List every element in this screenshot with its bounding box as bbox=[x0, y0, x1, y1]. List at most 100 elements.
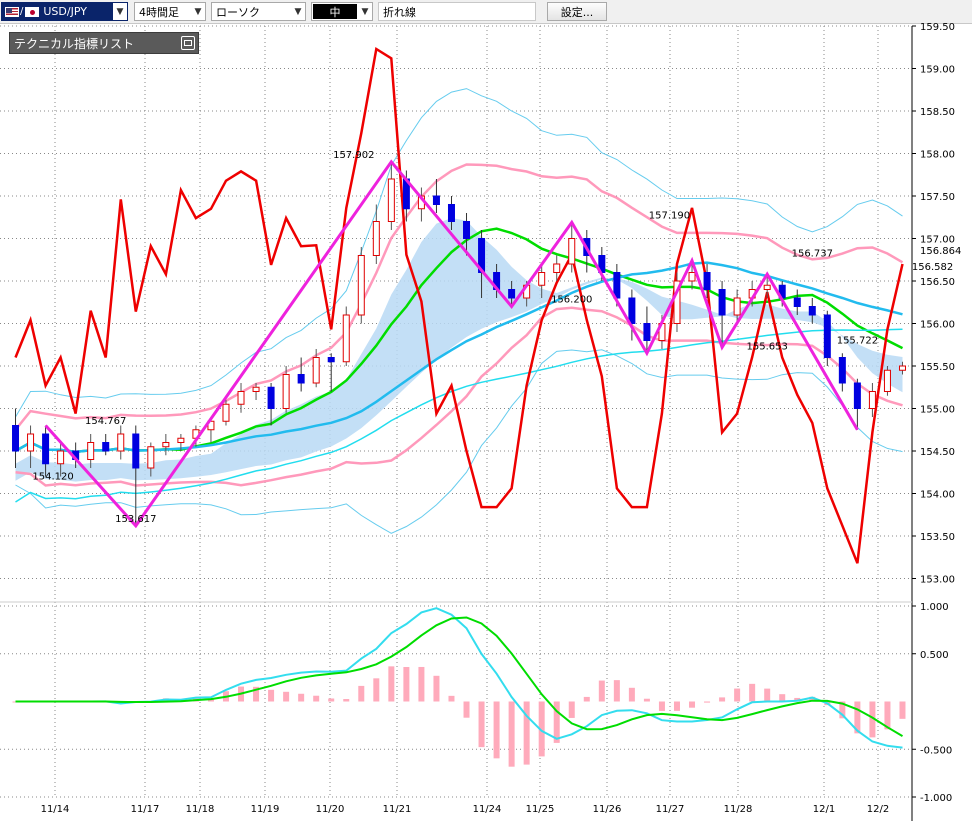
price-axis: 159.50159.00158.50158.00157.50157.00156.… bbox=[912, 22, 961, 586]
jp-flag-icon bbox=[25, 6, 40, 17]
toolbar: / USD/JPY ▼ 4時間足 ▼ ローソク ▼ 中 ▼ 折れ線 設定... bbox=[0, 0, 972, 24]
bollinger-upper-outer bbox=[15, 88, 903, 418]
macd-histogram-bar bbox=[568, 701, 575, 718]
cloud-area bbox=[15, 218, 903, 482]
macd-y-tick-label: -1.000 bbox=[920, 793, 952, 804]
candle-body bbox=[823, 314, 831, 358]
candle-body bbox=[553, 263, 561, 273]
candle-body bbox=[808, 306, 816, 316]
price-annotation: 157.190 bbox=[649, 210, 690, 221]
x-tick-label: 12/1 bbox=[813, 804, 835, 815]
indicator-lines bbox=[14, 46, 904, 564]
candle-body bbox=[387, 178, 395, 222]
symbol-select[interactable]: / USD/JPY ▼ bbox=[1, 2, 128, 21]
price-annotation: 153.617 bbox=[115, 514, 156, 525]
candle-body bbox=[508, 289, 516, 299]
chevron-down-icon[interactable]: ▼ bbox=[113, 3, 127, 20]
macd-histogram-bar bbox=[388, 666, 395, 702]
y-tick-label: 155.00 bbox=[920, 405, 955, 416]
macd-histogram-bar bbox=[207, 698, 214, 702]
macd-histogram-bar bbox=[779, 694, 786, 702]
x-tick-label: 11/24 bbox=[473, 804, 502, 815]
macd-histogram-bar bbox=[373, 678, 380, 702]
line-width-select[interactable]: 中 ▼ bbox=[311, 2, 373, 21]
x-tick-label: 11/14 bbox=[41, 804, 70, 815]
price-annotation: 154.120 bbox=[32, 471, 73, 482]
candle-body bbox=[898, 365, 906, 371]
chart-grid bbox=[0, 25, 913, 821]
candlesticks bbox=[12, 161, 906, 526]
price-annotation: 154.767 bbox=[85, 416, 126, 427]
x-tick-label: 11/25 bbox=[526, 804, 555, 815]
macd-histogram-bar bbox=[658, 701, 665, 711]
settings-button[interactable]: 設定... bbox=[547, 2, 607, 21]
candle-body bbox=[673, 280, 681, 324]
macd-histogram-bar bbox=[689, 701, 696, 708]
y-tick-label: 156.00 bbox=[920, 320, 955, 331]
price-annotation: 157.902 bbox=[333, 150, 374, 161]
line-tool-field[interactable]: 折れ線 bbox=[378, 2, 536, 21]
candle-body bbox=[643, 323, 651, 341]
x-tick-label: 11/18 bbox=[186, 804, 215, 815]
macd-histogram-bar bbox=[749, 683, 756, 702]
macd-histogram-bar bbox=[764, 688, 771, 702]
macd-histogram-bar bbox=[433, 675, 440, 702]
macd-histogram-bar bbox=[523, 701, 530, 765]
macd-histogram-bar bbox=[403, 666, 410, 702]
price-annotation: 155.722 bbox=[837, 335, 878, 346]
macd-histogram-bar bbox=[508, 701, 515, 767]
x-tick-label: 11/19 bbox=[251, 804, 280, 815]
indicator-list-title: テクニカル指標リスト bbox=[14, 36, 135, 51]
long-moving-average bbox=[15, 328, 903, 503]
time-axis: 11/14 11/17 11/18 11/19 11/20 11/21 11/24 11/25… bbox=[41, 804, 890, 815]
macd-panel: 1.000 0.500 -0.500 -1.000 bbox=[12, 602, 952, 804]
last-price-label: 156.864 bbox=[920, 246, 961, 257]
y-tick-label: 158.50 bbox=[920, 107, 955, 118]
macd-histogram-bar bbox=[283, 691, 290, 702]
price-annotation: 156.200 bbox=[551, 295, 592, 306]
candle-body bbox=[147, 446, 155, 469]
symbol-value: USD/JPY bbox=[43, 5, 87, 18]
candle-body bbox=[282, 374, 290, 409]
candle-body bbox=[12, 425, 20, 452]
candle-body bbox=[568, 238, 576, 265]
candle-body bbox=[42, 433, 50, 465]
price-annotation: 156.582 bbox=[912, 262, 953, 273]
macd-histogram-bar bbox=[583, 696, 590, 702]
x-tick-label: 12/2 bbox=[867, 804, 889, 815]
y-tick-label: 153.00 bbox=[920, 575, 955, 586]
candle-body bbox=[703, 272, 711, 290]
candle-body bbox=[312, 357, 320, 384]
macd-histogram-bar bbox=[538, 701, 545, 757]
chart-type-select[interactable]: ローソク ▼ bbox=[211, 2, 306, 21]
candle-body bbox=[327, 357, 335, 363]
y-tick-label: 159.50 bbox=[920, 22, 955, 33]
macd-signal-line bbox=[15, 616, 904, 737]
macd-histogram-bar bbox=[628, 687, 635, 702]
y-tick-label: 156.50 bbox=[920, 277, 955, 288]
y-tick-label: 153.50 bbox=[920, 532, 955, 543]
indicator-list-panel[interactable]: テクニカル指標リスト bbox=[9, 32, 199, 54]
macd-histogram-bar bbox=[884, 701, 891, 730]
chevron-down-icon[interactable]: ▼ bbox=[194, 6, 202, 17]
restore-icon[interactable] bbox=[181, 36, 195, 50]
macd-histogram-bar bbox=[463, 701, 470, 718]
bollinger-upper-inner bbox=[14, 163, 904, 431]
x-tick-label: 11/20 bbox=[316, 804, 345, 815]
y-tick-label: 159.00 bbox=[920, 65, 955, 76]
mid-moving-average bbox=[14, 261, 903, 454]
chevron-down-icon[interactable]: ▼ bbox=[294, 6, 302, 17]
macd-histogram-bar bbox=[869, 701, 876, 738]
candle-body bbox=[117, 433, 125, 452]
candle-body bbox=[763, 284, 771, 290]
y-tick-label: 157.50 bbox=[920, 192, 955, 203]
candle-body bbox=[613, 272, 621, 299]
x-tick-label: 11/26 bbox=[593, 804, 622, 815]
candle-body bbox=[688, 272, 696, 282]
candle-body bbox=[853, 382, 861, 409]
chevron-down-icon[interactable]: ▼ bbox=[361, 6, 369, 17]
ichimoku-cloud bbox=[15, 218, 903, 482]
bollinger-lower-outer bbox=[15, 349, 903, 534]
timeframe-select[interactable]: 4時間足 ▼ bbox=[134, 2, 206, 21]
